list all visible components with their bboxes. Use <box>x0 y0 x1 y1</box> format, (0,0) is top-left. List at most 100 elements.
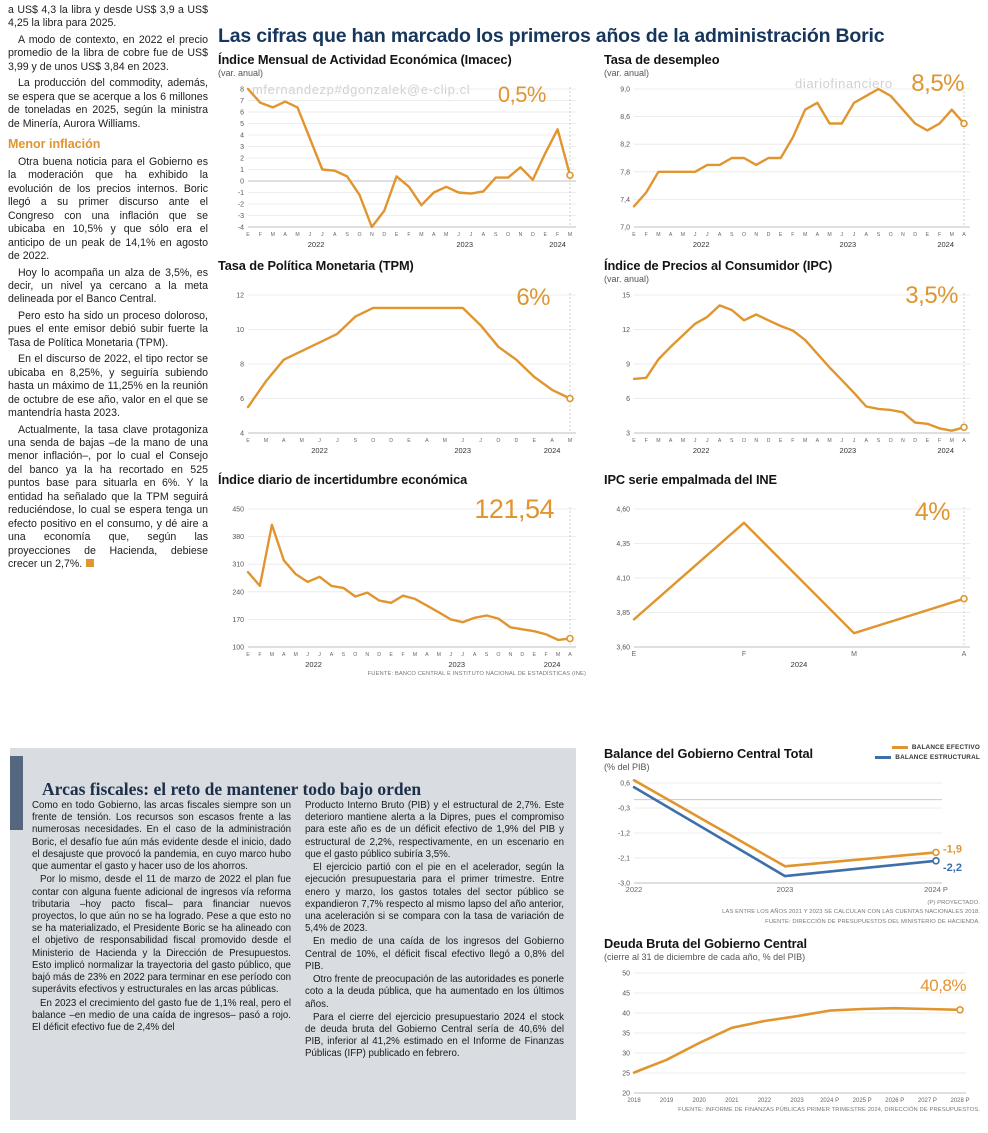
article-paragraph: Pero esto ha sido un proceso doloroso, p… <box>8 309 208 349</box>
chart-highlight-value: 6% <box>516 284 550 311</box>
svg-text:-2: -2 <box>238 202 244 209</box>
svg-text:6: 6 <box>626 396 630 403</box>
svg-text:D: D <box>767 232 771 238</box>
chart-highlight-value: 4% <box>914 498 951 526</box>
svg-text:M: M <box>656 438 660 444</box>
svg-text:7,4: 7,4 <box>620 197 630 204</box>
svg-text:M: M <box>827 438 831 444</box>
svg-text:E: E <box>632 651 637 658</box>
svg-text:2026 P: 2026 P <box>885 1098 904 1104</box>
svg-text:4,10: 4,10 <box>616 576 630 583</box>
svg-text:2024: 2024 <box>937 240 954 249</box>
svg-text:2023: 2023 <box>777 885 794 894</box>
chart-subtitle: (cierre al 31 de diciembre de cada año, … <box>604 952 806 962</box>
svg-text:2023: 2023 <box>456 240 473 249</box>
panel-paragraph: Para el cierre del ejercicio presupuesta… <box>305 1011 564 1060</box>
svg-text:2022: 2022 <box>758 1098 772 1104</box>
chart-source: FUENTE: BANCO CENTRAL E INSTITUTO NACION… <box>367 671 586 677</box>
svg-text:M: M <box>681 438 685 444</box>
svg-text:E: E <box>543 232 547 238</box>
chart-balance: Balance del Gobierno Central Total BALAN… <box>604 744 980 927</box>
svg-text:3: 3 <box>240 144 244 151</box>
svg-text:2024: 2024 <box>549 240 566 249</box>
legend-swatch-efectivo <box>891 746 908 749</box>
svg-text:M: M <box>294 652 298 658</box>
svg-text:2023: 2023 <box>840 240 857 249</box>
svg-text:40: 40 <box>622 1011 630 1018</box>
svg-text:2024: 2024 <box>791 660 808 669</box>
panel-paragraph: Producto Interno Bruto (PIB) y el estruc… <box>305 800 564 860</box>
svg-text:M: M <box>270 652 274 658</box>
svg-text:N: N <box>370 232 374 238</box>
svg-text:A: A <box>282 438 286 444</box>
chart-title: Índice diario de incertidumbre económica <box>218 472 468 487</box>
svg-text:S: S <box>485 652 489 658</box>
svg-text:F: F <box>401 652 404 658</box>
svg-text:O: O <box>889 232 893 238</box>
chart-footnotes: (P) PROYECTADO. LAS ENTRE LOS AÑOS 2021 … <box>604 899 980 927</box>
svg-text:N: N <box>754 232 758 238</box>
svg-text:2023: 2023 <box>448 660 465 669</box>
svg-text:A: A <box>473 652 477 658</box>
svg-text:J: J <box>321 232 324 238</box>
svg-text:M: M <box>444 232 448 238</box>
chart-subtitle: (var. anual) <box>604 68 650 78</box>
chart-title: Tasa de Política Monetaria (TPM) <box>218 258 414 273</box>
svg-text:E: E <box>926 438 930 444</box>
chart-title: IPC serie empalmada del INE <box>604 472 777 487</box>
svg-text:A: A <box>333 232 337 238</box>
svg-text:0,6: 0,6 <box>620 781 630 788</box>
svg-text:A: A <box>568 652 572 658</box>
svg-text:4,60: 4,60 <box>616 507 630 514</box>
svg-text:E: E <box>532 438 536 444</box>
svg-text:A: A <box>425 438 429 444</box>
svg-text:-3,0: -3,0 <box>618 881 630 888</box>
svg-text:25: 25 <box>622 1071 630 1078</box>
svg-text:-1,9: -1,9 <box>943 843 962 855</box>
svg-text:2022: 2022 <box>305 660 322 669</box>
article-paragraph: Actualmente, la tasa clave protagoniza u… <box>8 423 208 571</box>
chart-ipc: Índice de Precios al Consumidor (IPC) (v… <box>604 258 980 455</box>
svg-text:A: A <box>283 232 287 238</box>
svg-text:O: O <box>496 438 500 444</box>
svg-text:M: M <box>568 438 572 444</box>
svg-text:4,35: 4,35 <box>616 541 630 548</box>
svg-text:D: D <box>767 438 771 444</box>
svg-text:450: 450 <box>232 507 244 514</box>
svg-text:-2,1: -2,1 <box>618 856 630 863</box>
svg-text:2024 P: 2024 P <box>820 1098 839 1104</box>
svg-text:N: N <box>365 652 369 658</box>
svg-text:45: 45 <box>622 991 630 998</box>
article-paragraph: Hoy lo acompaña un alza de 3,5%, es deci… <box>8 266 208 306</box>
svg-text:M: M <box>851 651 857 658</box>
svg-text:A: A <box>816 438 820 444</box>
svg-text:A: A <box>962 438 966 444</box>
chart-tpm: Tasa de Política Monetaria (TPM) 6% 12 10… <box>218 258 586 455</box>
svg-text:12: 12 <box>236 293 244 300</box>
svg-text:S: S <box>345 232 349 238</box>
svg-text:2023: 2023 <box>840 446 857 455</box>
desempleo-line-chart: 9,08,68,27,87,47,0E F M A M J J A S O N D E F M A M J J A S O… <box>620 87 970 249</box>
chart-deuda: Deuda Bruta del Gobierno Central (cierre… <box>604 936 980 1113</box>
chart-title: Deuda Bruta del Gobierno Central <box>604 936 808 951</box>
svg-text:20: 20 <box>622 1091 630 1098</box>
svg-text:M: M <box>264 438 268 444</box>
svg-text:M: M <box>950 438 954 444</box>
svg-text:E: E <box>532 652 536 658</box>
ipc-empalmada-line-chart: 4,60 4,35 4,10 3,85 3,60E F M A 2024 <box>616 507 970 669</box>
svg-text:E: E <box>632 232 636 238</box>
svg-text:9: 9 <box>626 362 630 369</box>
svg-text:A: A <box>864 438 868 444</box>
svg-text:E: E <box>246 438 250 444</box>
svg-text:M: M <box>803 438 807 444</box>
chart-subtitle: (% del PIB) <box>604 762 650 772</box>
svg-text:O: O <box>496 652 500 658</box>
svg-text:M: M <box>556 652 560 658</box>
svg-text:-3: -3 <box>238 213 244 220</box>
chart-ipc-empalmada: IPC serie empalmada del INE 4% 4,60 4,35 4… <box>604 472 980 669</box>
svg-text:M: M <box>443 438 447 444</box>
svg-text:2022: 2022 <box>308 240 325 249</box>
svg-text:1: 1 <box>240 167 244 174</box>
